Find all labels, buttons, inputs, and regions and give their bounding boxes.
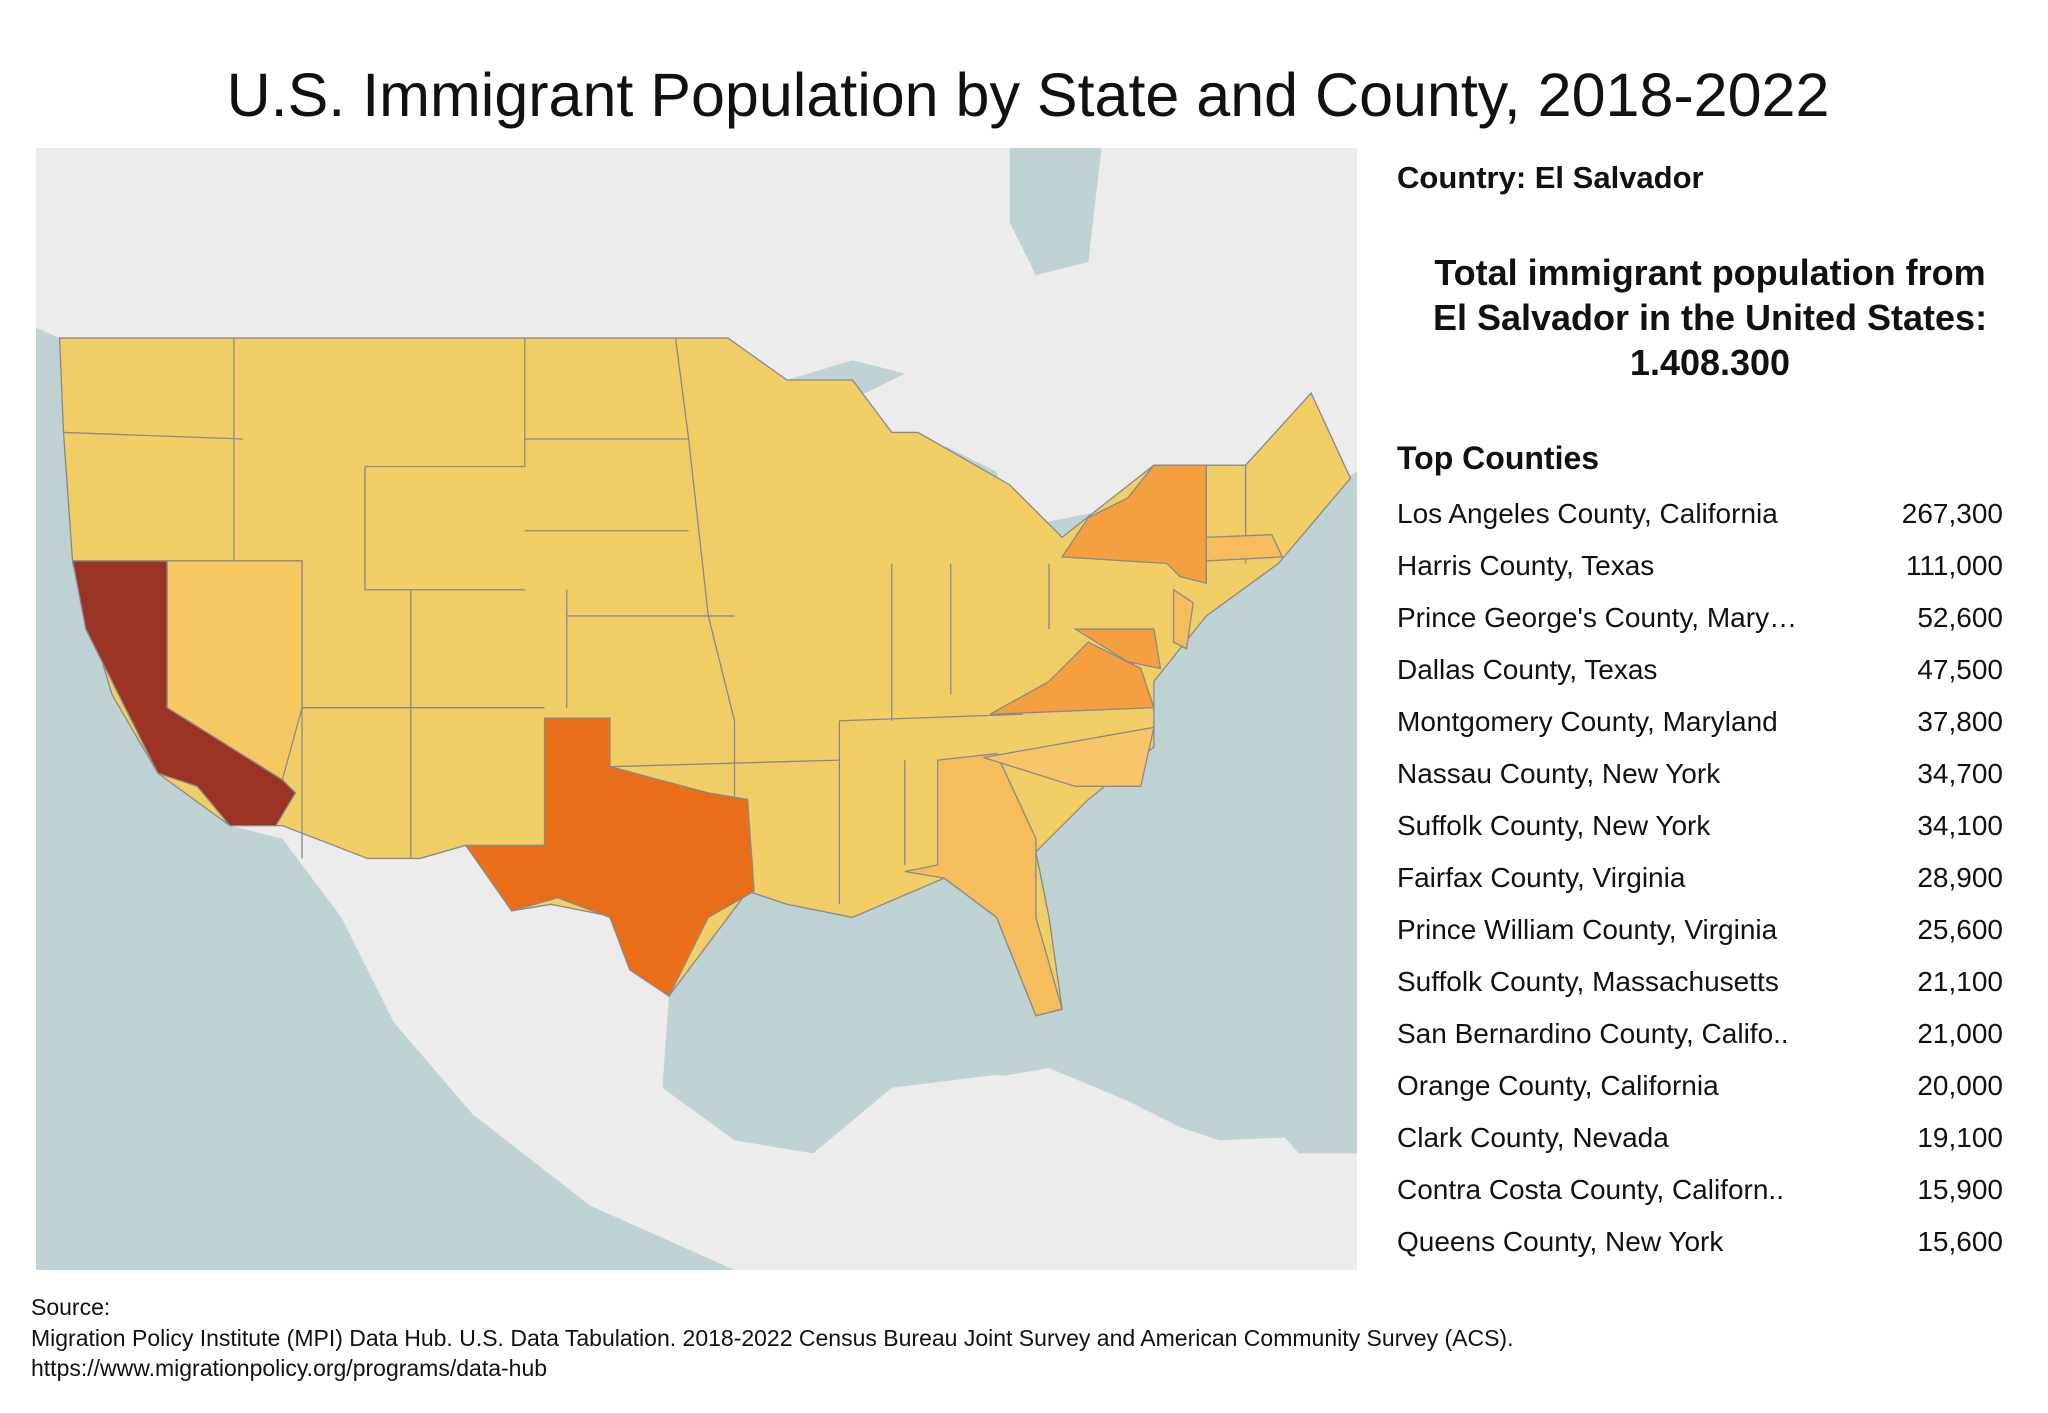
county-value: 21,100 xyxy=(1917,966,2003,997)
hispaniola xyxy=(1219,1137,1305,1167)
pacific-ocean xyxy=(36,327,735,1270)
county-row[interactable]: San Bernardino County, Califo.. 21,000 xyxy=(1397,1012,2003,1064)
county-name: Nassau County, New York xyxy=(1397,758,1721,789)
source-note: Source: Migration Policy Institute (MPI)… xyxy=(31,1292,1513,1384)
county-name: Clark County, Nevada xyxy=(1397,1122,1669,1153)
state-texas[interactable] xyxy=(464,717,755,998)
county-row[interactable]: Prince William County, Virginia 25,600 xyxy=(1397,908,2003,960)
county-row[interactable]: Fairfax County, Virginia 28,900 xyxy=(1397,856,2003,908)
county-row[interactable]: Queens County, New York 15,600 xyxy=(1397,1220,2003,1272)
total-line-1: Total immigrant population from xyxy=(1434,252,1986,293)
county-row[interactable]: Prince George's County, Mary… 52,600 xyxy=(1397,596,2003,648)
county-row[interactable]: Orange County, California 20,000 xyxy=(1397,1064,2003,1116)
county-row[interactable]: Suffolk County, Massachusetts 21,100 xyxy=(1397,960,2003,1012)
total-value: 1.408.300 xyxy=(1629,342,1791,383)
county-value: 19,100 xyxy=(1917,1122,2003,1153)
county-value: 25,600 xyxy=(1917,914,2003,945)
county-name: Montgomery County, Maryland xyxy=(1397,706,1778,737)
county-name: Fairfax County, Virginia xyxy=(1397,862,1686,893)
county-row[interactable]: Harris County, Texas 111,000 xyxy=(1397,544,2003,596)
county-value: 15,600 xyxy=(1917,1226,2003,1257)
county-value: 15,900 xyxy=(1917,1174,2003,1205)
state-georgia-florida[interactable] xyxy=(904,752,1063,1017)
county-name: Los Angeles County, California xyxy=(1397,498,1778,529)
choropleth-map[interactable] xyxy=(36,148,1357,1270)
county-row[interactable]: Los Angeles County, California 267,300 xyxy=(1397,492,2003,544)
hudson-bay xyxy=(1009,148,1102,276)
county-row[interactable]: Dallas County, Texas 47,500 xyxy=(1397,648,2003,700)
county-row[interactable]: Montgomery County, Maryland 37,800 xyxy=(1397,700,2003,752)
source-url[interactable]: https://www.migrationpolicy.org/programs… xyxy=(31,1355,548,1381)
county-value: 267,300 xyxy=(1901,498,2003,529)
total-population: Total immigrant population from El Salva… xyxy=(1395,250,2025,385)
top-counties-list: Los Angeles County, California 267,300 Har… xyxy=(1397,492,2003,1272)
county-name: Suffolk County, New York xyxy=(1397,810,1711,841)
state-north-carolina[interactable] xyxy=(983,726,1155,787)
state-virginia[interactable] xyxy=(989,641,1155,715)
county-value: 28,900 xyxy=(1917,862,2003,893)
county-name: Suffolk County, Massachusetts xyxy=(1397,966,1779,997)
county-name: Queens County, New York xyxy=(1397,1226,1724,1257)
county-row[interactable]: Nassau County, New York 34,700 xyxy=(1397,752,2003,804)
county-value: 52,600 xyxy=(1917,602,2003,633)
cuba xyxy=(970,1068,1181,1130)
state-california[interactable] xyxy=(71,560,297,827)
state-maryland[interactable] xyxy=(1072,628,1162,670)
top-counties-heading: Top Counties xyxy=(1397,440,1600,476)
county-name: Dallas County, Texas xyxy=(1397,654,1658,685)
country-label: Country: El Salvador xyxy=(1397,160,1704,195)
source-text: Migration Policy Institute (MPI) Data Hu… xyxy=(31,1324,1514,1351)
county-row[interactable]: Suffolk County, New York 34,100 xyxy=(1397,804,2003,856)
county-name: Prince George's County, Mary… xyxy=(1397,602,1798,633)
county-name: Harris County, Texas xyxy=(1397,550,1655,581)
county-name: San Bernardino County, Califo.. xyxy=(1397,1018,1789,1049)
county-value: 111,000 xyxy=(1905,550,2003,581)
county-value: 47,500 xyxy=(1917,654,2003,685)
state-new-york[interactable] xyxy=(1060,464,1207,585)
state-massachusetts[interactable] xyxy=(1205,533,1284,562)
source-label: Source: xyxy=(31,1294,111,1320)
county-value: 34,700 xyxy=(1917,758,2003,789)
county-value: 37,800 xyxy=(1917,706,2003,737)
county-name: Prince William County, Virginia xyxy=(1397,914,1778,945)
county-value: 21,000 xyxy=(1917,1018,2003,1049)
state-new-jersey[interactable] xyxy=(1172,588,1194,650)
county-row[interactable]: Clark County, Nevada 19,100 xyxy=(1397,1116,2003,1168)
county-value: 20,000 xyxy=(1917,1070,2003,1101)
county-row[interactable]: Contra Costa County, Californ.. 15,900 xyxy=(1397,1168,2003,1220)
gulf-and-atlantic xyxy=(662,471,1357,1154)
county-name: Orange County, California xyxy=(1397,1070,1719,1101)
total-line-2: El Salvador in the United States: xyxy=(1432,297,1988,338)
county-value: 34,100 xyxy=(1917,810,2003,841)
county-name: Contra Costa County, Californ.. xyxy=(1397,1174,1784,1205)
page-title: U.S. Immigrant Population by State and C… xyxy=(226,61,1830,129)
